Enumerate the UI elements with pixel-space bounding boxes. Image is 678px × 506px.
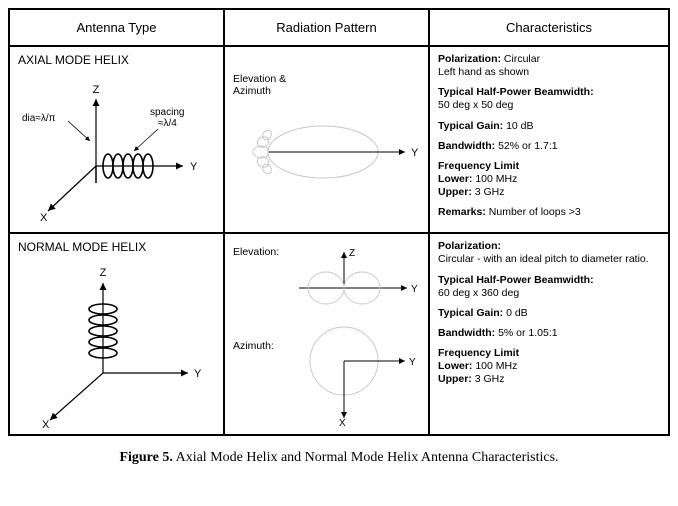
- row-normal-helix: NORMAL MODE HELIX Z Y X: [10, 234, 668, 434]
- azim-x-label: X: [339, 418, 346, 426]
- elev-z-label: Z: [349, 248, 355, 259]
- antenna-table: Antenna Type Radiation Pattern Character…: [8, 8, 670, 436]
- normal-gain: Typical Gain: 0 dB: [438, 307, 660, 320]
- normal-title: NORMAL MODE HELIX: [18, 240, 215, 254]
- normal-polarization: Polarization: Circular - with an ideal p…: [438, 240, 660, 266]
- axis-y-label: Y: [190, 161, 198, 173]
- elev-y-label: Y: [411, 284, 417, 295]
- axial-rad-label: Elevation & Azimuth: [233, 73, 420, 97]
- header-antenna-type: Antenna Type: [10, 10, 225, 45]
- dia-label: dia≈λ/π: [22, 113, 56, 124]
- figure-caption: Figure 5. Axial Mode Helix and Normal Mo…: [8, 450, 670, 466]
- cell-normal-characteristics: Polarization: Circular - with an ideal p…: [430, 234, 668, 434]
- axial-beamwidth: Typical Half-Power Beamwidth: 50 deg x 5…: [438, 86, 660, 112]
- axial-rad-y-label: Y: [411, 147, 419, 159]
- header-radiation-pattern: Radiation Pattern: [225, 10, 430, 45]
- cell-axial-radiation: Elevation & Azimuth: [225, 47, 430, 232]
- normal-elev-label: Elevation:: [233, 246, 289, 258]
- header-characteristics: Characteristics: [430, 10, 668, 45]
- axis-x-label: X: [40, 212, 48, 221]
- normal-helix-diagram: Z Y X: [18, 258, 216, 428]
- normal-azimuth-pattern: Y X: [289, 316, 417, 426]
- normal-bandwidth: Bandwidth: 5% or 1.05:1: [438, 327, 660, 340]
- normal-axis-x: X: [42, 419, 50, 428]
- axial-title: AXIAL MODE HELIX: [18, 53, 215, 67]
- normal-axis-z: Z: [100, 267, 107, 279]
- normal-axis-y: Y: [194, 368, 202, 380]
- cell-axial-diagram: AXIAL MODE HELIX Z Y X: [10, 47, 225, 232]
- cell-axial-characteristics: Polarization: Circular Left hand as show…: [430, 47, 668, 232]
- axial-helix-diagram: Z Y X dia≈λ/π spacing: [18, 71, 216, 221]
- spacing-label-2: ≈λ/4: [158, 118, 177, 129]
- azim-y-label: Y: [409, 357, 416, 368]
- normal-elevation-pattern: Z Y: [289, 246, 417, 308]
- cell-normal-diagram: NORMAL MODE HELIX Z Y X: [10, 234, 225, 434]
- axis-z-label: Z: [93, 84, 100, 96]
- cell-normal-radiation: Elevation: Z Y Azimuth: [225, 234, 430, 434]
- normal-beamwidth: Typical Half-Power Beamwidth: 60 deg x 3…: [438, 274, 660, 300]
- normal-azim-label: Azimuth:: [233, 316, 289, 352]
- spacing-label-1: spacing: [150, 107, 184, 118]
- axial-polarization: Polarization: Circular Left hand as show…: [438, 53, 660, 79]
- axial-bandwidth: Bandwidth: 52% or 1.7:1: [438, 140, 660, 153]
- axial-remarks: Remarks: Number of loops >3: [438, 206, 660, 219]
- axial-frequency: Frequency Limit Lower: 100 MHz Upper: 3 …: [438, 160, 660, 199]
- axial-radiation-pattern: Y: [233, 97, 421, 207]
- row-axial-helix: AXIAL MODE HELIX Z Y X: [10, 47, 668, 234]
- axial-gain: Typical Gain: 10 dB: [438, 120, 660, 133]
- normal-frequency: Frequency Limit Lower: 100 MHz Upper: 3 …: [438, 347, 660, 386]
- header-row: Antenna Type Radiation Pattern Character…: [10, 10, 668, 47]
